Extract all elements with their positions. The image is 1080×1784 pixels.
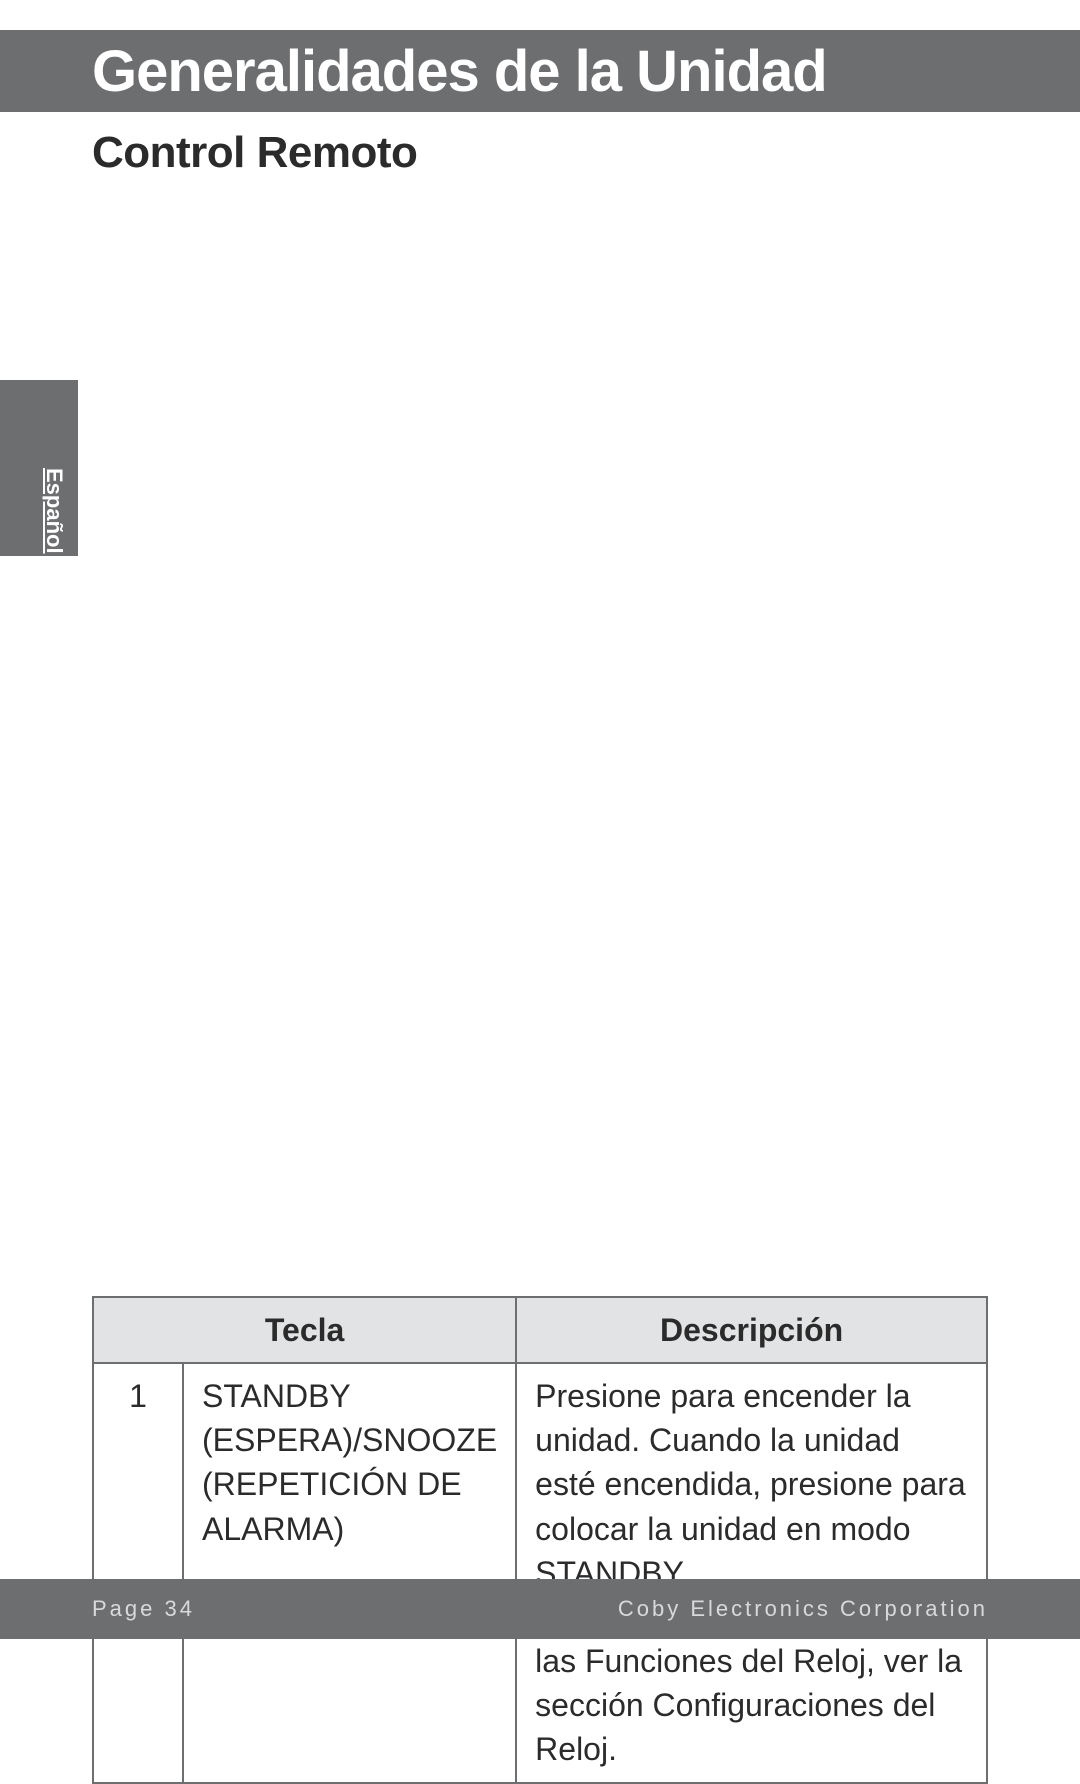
header-band: Generalidades de la Unidad (0, 30, 1080, 112)
footer-company: Coby Electronics Corporation (618, 1596, 988, 1622)
page-footer: Page 34 Coby Electronics Corporation (0, 1579, 1080, 1639)
cell-key: STANDBY (ESPERA)/SNOOZE (REPETICIÓN DE A… (183, 1363, 516, 1782)
table-header-row: Tecla Descripción (93, 1297, 987, 1363)
col-header-key: Tecla (93, 1297, 516, 1363)
section-subheading: Control Remoto (92, 128, 417, 178)
cell-num: 1 (93, 1363, 183, 1782)
col-header-desc: Descripción (516, 1297, 987, 1363)
language-label: Español (41, 468, 67, 554)
cell-desc: Presione para encender la unidad. Cuando… (516, 1363, 987, 1782)
table-row: 1 STANDBY (ESPERA)/SNOOZE (REPETICIÓN DE… (93, 1363, 987, 1782)
page-title: Generalidades de la Unidad (92, 38, 827, 105)
footer-page-number: Page 34 (92, 1596, 195, 1622)
language-side-tab: Español (0, 380, 78, 556)
remote-key-table: Tecla Descripción 1 STANDBY (ESPERA)/SNO… (92, 1296, 988, 1784)
